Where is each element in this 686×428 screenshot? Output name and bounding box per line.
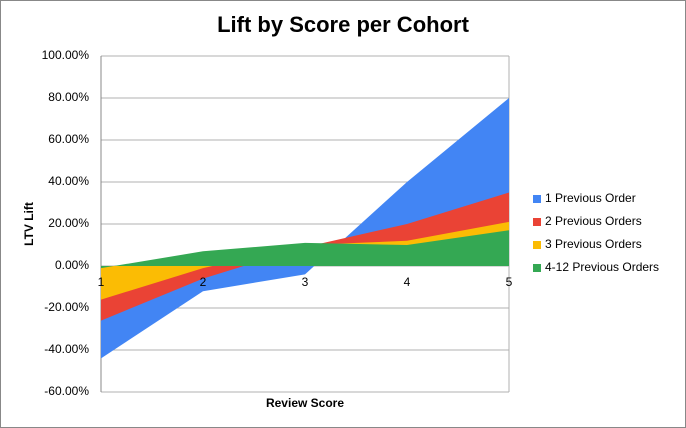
y-tick-label: 80.00% bbox=[48, 90, 89, 104]
y-tick-label: 40.00% bbox=[48, 174, 89, 188]
legend-label: 4-12 Previous Orders bbox=[545, 260, 659, 274]
legend-swatch bbox=[533, 218, 541, 226]
x-tick-label: 3 bbox=[302, 275, 309, 289]
legend-swatch bbox=[533, 195, 541, 203]
x-tick-label: 2 bbox=[200, 275, 207, 289]
area bbox=[101, 230, 509, 269]
chart-title: Lift by Score per Cohort bbox=[217, 12, 469, 37]
x-axis-label: Review Score bbox=[266, 396, 344, 410]
x-tick-label: 5 bbox=[506, 275, 513, 289]
legend-swatch bbox=[533, 264, 541, 272]
y-tick-label: -40.00% bbox=[44, 342, 89, 356]
legend-swatch bbox=[533, 241, 541, 249]
legend-label: 1 Previous Order bbox=[545, 191, 636, 205]
y-tick-label: -20.00% bbox=[44, 300, 89, 314]
legend-label: 2 Previous Orders bbox=[545, 214, 642, 228]
y-tick-label: 100.00% bbox=[42, 48, 90, 62]
x-tick-label: 4 bbox=[404, 275, 411, 289]
x-tick-label: 1 bbox=[98, 275, 105, 289]
y-tick-label: -60.00% bbox=[44, 384, 89, 398]
legend-label: 3 Previous Orders bbox=[545, 237, 642, 251]
y-tick-label: 0.00% bbox=[55, 258, 89, 272]
y-axis-label: LTV Lift bbox=[22, 202, 36, 246]
y-tick-label: 20.00% bbox=[48, 216, 89, 230]
y-tick-label: 60.00% bbox=[48, 132, 89, 146]
